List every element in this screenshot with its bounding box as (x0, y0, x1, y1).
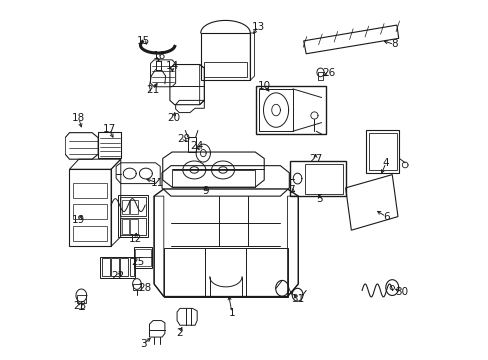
Text: 25: 25 (131, 257, 144, 267)
Text: 30: 30 (394, 287, 407, 297)
Bar (100, 257, 135, 278)
Bar (201, 33, 250, 80)
Text: 14: 14 (165, 61, 178, 71)
Text: 10: 10 (258, 81, 270, 91)
Text: 29: 29 (177, 134, 190, 144)
Bar (129, 258, 134, 276)
Bar (134, 247, 152, 268)
Bar (73, 226, 107, 241)
Text: 9: 9 (202, 186, 209, 197)
Bar (258, 89, 292, 131)
Text: 6: 6 (382, 212, 388, 221)
Text: 13: 13 (251, 22, 264, 32)
Text: 18: 18 (72, 113, 85, 123)
Bar (318, 72, 322, 80)
Bar (122, 200, 129, 215)
Bar (111, 258, 119, 276)
Text: 20: 20 (166, 113, 180, 123)
Bar (102, 258, 109, 276)
Text: 24: 24 (190, 141, 203, 151)
Bar (172, 170, 255, 187)
Bar (204, 62, 246, 77)
Text: 5: 5 (316, 194, 323, 204)
Bar (77, 296, 86, 303)
Text: 1: 1 (228, 308, 235, 318)
Text: 15: 15 (137, 36, 150, 46)
Text: 23: 23 (74, 301, 87, 311)
Text: 7: 7 (288, 185, 295, 195)
Bar (122, 220, 129, 234)
Bar (118, 195, 147, 237)
Text: 11: 11 (151, 178, 164, 188)
Bar (73, 204, 107, 220)
Bar (98, 132, 121, 158)
Text: 12: 12 (128, 234, 142, 244)
Bar (187, 137, 195, 152)
Bar (130, 200, 137, 215)
Text: 2: 2 (176, 328, 182, 338)
Text: 31: 31 (290, 294, 304, 304)
Text: 3: 3 (140, 339, 146, 349)
Bar (366, 130, 399, 173)
Bar (368, 133, 396, 170)
Bar (73, 183, 107, 198)
Bar (120, 197, 145, 216)
Bar (120, 258, 128, 276)
Text: 8: 8 (390, 40, 397, 49)
Text: 4: 4 (382, 158, 388, 168)
Text: 26: 26 (322, 68, 335, 78)
Text: 19: 19 (72, 215, 85, 225)
Bar (290, 161, 346, 196)
Text: 22: 22 (111, 271, 124, 281)
Bar (135, 249, 150, 266)
Bar (255, 86, 325, 134)
Bar (130, 220, 137, 234)
Text: 16: 16 (152, 51, 165, 61)
Bar (132, 284, 141, 291)
Text: 28: 28 (138, 283, 151, 293)
Bar (120, 218, 145, 235)
Text: 21: 21 (146, 85, 160, 95)
Text: 27: 27 (308, 154, 322, 164)
Text: 17: 17 (102, 124, 115, 134)
